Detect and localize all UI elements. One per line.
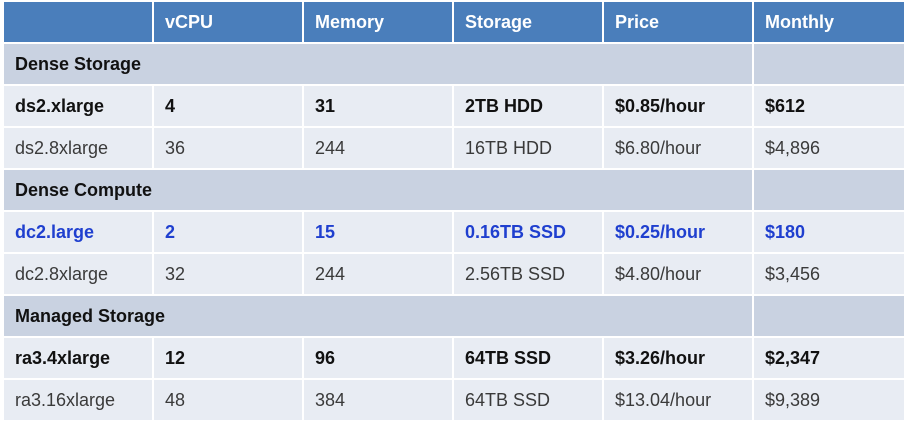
group-label: Dense Storage [2,42,754,86]
header-cell-price: Price [602,0,754,44]
header-cell-vcpu: vCPU [152,0,304,44]
cell-monthly: $612 [752,84,906,128]
group-row-dense-compute: Dense Compute [2,168,906,212]
cell-price: $6.80/hour [602,126,754,170]
cell-price: $4.80/hour [602,252,754,296]
cell-storage: 2TB HDD [452,84,604,128]
table-row-dc2-large: dc2.large 2 15 0.16TB SSD $0.25/hour $18… [2,210,906,254]
header-cell-storage: Storage [452,0,604,44]
cell-memory: 244 [302,126,454,170]
group-empty-cell [752,42,906,86]
cell-memory: 15 [302,210,454,254]
group-row-dense-storage: Dense Storage [2,42,906,86]
cell-monthly: $180 [752,210,906,254]
cell-memory: 384 [302,378,454,422]
cell-price: $0.25/hour [602,210,754,254]
header-cell-monthly: Monthly [752,0,906,44]
cell-storage: 16TB HDD [452,126,604,170]
cell-vcpu: 32 [152,252,304,296]
cell-monthly: $9,389 [752,378,906,422]
cell-storage: 2.56TB SSD [452,252,604,296]
cell-storage: 64TB SSD [452,378,604,422]
table-row-ds2-xlarge: ds2.xlarge 4 31 2TB HDD $0.85/hour $612 [2,84,906,128]
cell-storage: 0.16TB SSD [452,210,604,254]
pricing-table: vCPU Memory Storage Price Monthly Dense … [2,0,906,422]
cell-vcpu: 4 [152,84,304,128]
header-cell-memory: Memory [302,0,454,44]
cell-vcpu: 36 [152,126,304,170]
cell-vcpu: 48 [152,378,304,422]
cell-instance: ds2.8xlarge [2,126,154,170]
cell-monthly: $3,456 [752,252,906,296]
table-row-ra3-16xlarge: ra3.16xlarge 48 384 64TB SSD $13.04/hour… [2,378,906,422]
cell-monthly: $4,896 [752,126,906,170]
cell-storage: 64TB SSD [452,336,604,380]
header-row: vCPU Memory Storage Price Monthly [2,0,906,44]
cell-vcpu: 12 [152,336,304,380]
group-label: Dense Compute [2,168,754,212]
group-label: Managed Storage [2,294,754,338]
cell-memory: 96 [302,336,454,380]
cell-memory: 244 [302,252,454,296]
cell-instance: ra3.16xlarge [2,378,154,422]
cell-instance: ra3.4xlarge [2,336,154,380]
cell-price: $13.04/hour [602,378,754,422]
cell-instance: ds2.xlarge [2,84,154,128]
table-row-ra3-4xlarge: ra3.4xlarge 12 96 64TB SSD $3.26/hour $2… [2,336,906,380]
header-cell-instance [2,0,154,44]
cell-memory: 31 [302,84,454,128]
cell-price: $3.26/hour [602,336,754,380]
group-empty-cell [752,168,906,212]
cell-vcpu: 2 [152,210,304,254]
cell-monthly: $2,347 [752,336,906,380]
table-row-ds2-8xlarge: ds2.8xlarge 36 244 16TB HDD $6.80/hour $… [2,126,906,170]
group-row-managed-storage: Managed Storage [2,294,906,338]
cell-instance: dc2.large [2,210,154,254]
cell-price: $0.85/hour [602,84,754,128]
group-empty-cell [752,294,906,338]
cell-instance: dc2.8xlarge [2,252,154,296]
table-row-dc2-8xlarge: dc2.8xlarge 32 244 2.56TB SSD $4.80/hour… [2,252,906,296]
